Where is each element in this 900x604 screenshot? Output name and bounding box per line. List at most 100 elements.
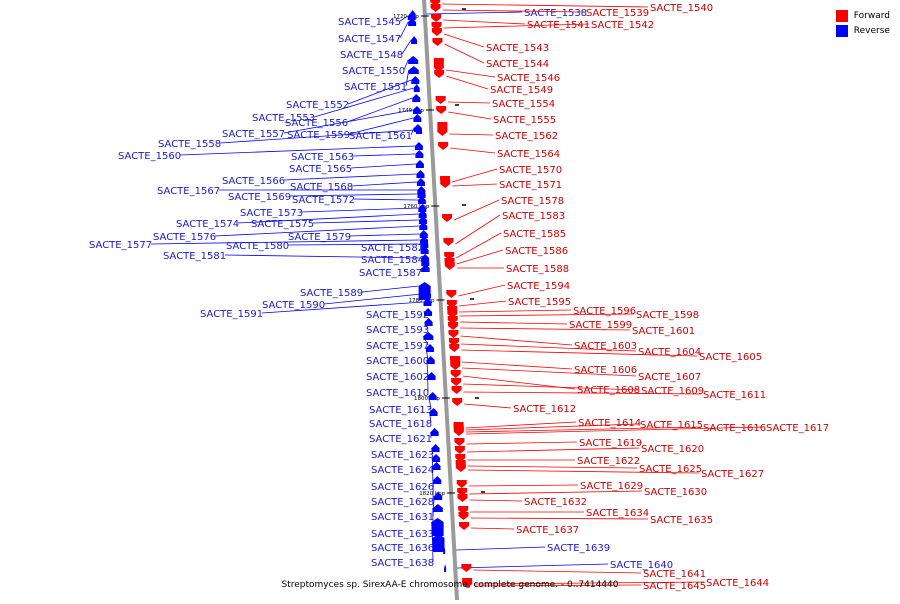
gene-leader-line — [354, 199, 418, 200]
gene-leader-line — [302, 208, 418, 212]
gene-label-reverse: SACTE_1584 — [361, 255, 424, 266]
gene-label-reverse: SACTE_1633 — [371, 529, 434, 540]
gene-label-forward: SACTE_1583 — [502, 211, 565, 222]
gene-label-reverse: SACTE_1572 — [292, 195, 355, 206]
gene-forward-glyph — [445, 262, 455, 270]
gene-label-reverse: SACTE_1626 — [371, 482, 434, 493]
gene-label-forward: SACTE_1578 — [501, 196, 564, 207]
gene-leader-line — [444, 44, 484, 63]
gene-label-forward: SACTE_1595 — [508, 297, 571, 308]
gene-label-forward: SACTE_1542 — [591, 20, 654, 31]
gene-label-reverse: SACTE_1593 — [366, 325, 429, 336]
gene-reverse-glyph — [433, 476, 441, 484]
gene-reverse-glyph — [416, 160, 424, 168]
gene-label-reverse: SACTE_1558 — [158, 139, 221, 150]
gene-leader-line — [464, 404, 511, 408]
gene-forward-glyph — [442, 214, 452, 222]
gene-label-reverse: SACTE_1624 — [371, 465, 434, 476]
gene-forward-glyph — [452, 398, 462, 406]
gene-forward-glyph — [431, 14, 441, 22]
gene-label-reverse: SACTE_1623 — [371, 450, 434, 461]
gene-forward-glyph — [434, 58, 444, 72]
gene-label-forward: SACTE_1607 — [638, 372, 701, 383]
gene-reverse-glyph — [413, 114, 421, 122]
gene-label-forward: SACTE_1598 — [636, 310, 699, 321]
gene-label-forward: SACTE_1635 — [650, 515, 713, 526]
gene-label-reverse: SACTE_1565 — [289, 164, 352, 175]
gene-leader-line — [448, 112, 491, 119]
gene-reverse-glyph — [415, 150, 423, 158]
gene-forward-glyph — [434, 70, 444, 78]
gene-leader-line — [456, 233, 501, 258]
gene-forward-glyph — [450, 356, 460, 370]
gene-label-forward: SACTE_1585 — [503, 229, 566, 240]
gene-forward-glyph — [458, 494, 468, 502]
gene-label-reverse: SACTE_1563 — [291, 152, 354, 163]
gene-label-reverse: SACTE_1545 — [338, 17, 401, 28]
legend-reverse-label: Reverse — [854, 26, 890, 36]
legend-forward: Forward — [836, 8, 890, 23]
gene-leader-line — [427, 12, 522, 14]
gene-label-forward: SACTE_1540 — [650, 3, 713, 14]
gene-leader-line — [448, 102, 490, 103]
legend-reverse-swatch — [836, 25, 848, 37]
gene-forward-glyph — [448, 322, 458, 330]
gene-leader-line — [471, 528, 514, 529]
gene-reverse-glyph — [411, 76, 419, 84]
gene-label-forward: SACTE_1605 — [699, 352, 762, 363]
gene-label-forward: SACTE_1562 — [495, 131, 558, 142]
gene-label-reverse: SACTE_1559 — [287, 130, 350, 141]
gene-reverse-glyph — [432, 534, 444, 552]
gene-label-reverse: SACTE_1566 — [222, 176, 285, 187]
gene-forward-glyph — [454, 428, 464, 436]
gene-label-reverse: SACTE_1610 — [366, 388, 429, 399]
gene-label-forward: SACTE_1539 — [586, 8, 649, 19]
gene-forward-glyph — [446, 290, 456, 298]
gene-label-reverse: SACTE_1628 — [371, 497, 434, 508]
gene-label-forward: SACTE_1549 — [490, 85, 553, 96]
gene-leader-line — [443, 20, 525, 24]
gene-leader-line — [353, 154, 415, 156]
gene-label-forward: SACTE_1629 — [580, 481, 643, 492]
gene-label-forward: SACTE_1601 — [632, 326, 695, 337]
gene-label-forward: SACTE_1594 — [507, 281, 570, 292]
gene-forward-glyph — [457, 480, 467, 488]
gene-label-forward: SACTE_1614 — [578, 418, 641, 429]
gene-label-reverse: SACTE_1550 — [342, 66, 405, 77]
gene-label-reverse: SACTE_1560 — [118, 151, 181, 162]
gene-label-forward: SACTE_1617 — [766, 423, 829, 434]
gene-label-reverse: SACTE_1581 — [163, 251, 226, 262]
gene-label-reverse: SACTE_1573 — [240, 208, 303, 219]
gene-forward-glyph — [443, 238, 453, 246]
gene-label-forward: SACTE_1627 — [701, 469, 764, 480]
gene-label-forward: SACTE_1570 — [499, 165, 562, 176]
gene-label-reverse: SACTE_1551 — [344, 82, 407, 93]
gene-label-reverse: SACTE_1568 — [290, 182, 353, 193]
gene-label-forward: SACTE_1620 — [641, 444, 704, 455]
gene-label-reverse: SACTE_1631 — [371, 512, 434, 523]
gene-leader-line — [460, 322, 567, 324]
gene-leader-line — [458, 285, 505, 296]
gene-leader-line — [459, 301, 506, 306]
gene-label-reverse: SACTE_1580 — [226, 241, 289, 252]
gene-label-forward: SACTE_1630 — [644, 487, 707, 498]
gene-label-forward: SACTE_1619 — [579, 438, 642, 449]
gene-reverse-glyph — [433, 504, 443, 512]
gene-label-reverse: SACTE_1589 — [300, 288, 363, 299]
gene-label-forward: SACTE_1543 — [486, 43, 549, 54]
gene-forward-glyph — [438, 142, 448, 150]
gene-forward-glyph — [451, 378, 461, 386]
gene-leader-line — [450, 148, 495, 153]
gene-label-reverse: SACTE_1587 — [359, 268, 422, 279]
gene-label-reverse: SACTE_1639 — [547, 543, 610, 554]
gene-label-forward: SACTE_1611 — [703, 390, 766, 401]
gene-label-forward: SACTE_1625 — [639, 464, 702, 475]
gene-leader-line — [452, 184, 497, 186]
gene-label-reverse: SACTE_1576 — [153, 232, 216, 243]
gene-reverse-glyph — [416, 170, 424, 178]
gene-label-reverse: SACTE_1557 — [222, 129, 285, 140]
gene-reverse-glyph — [433, 462, 441, 470]
gene-leader-line — [446, 76, 488, 89]
gene-forward-glyph — [451, 370, 461, 378]
